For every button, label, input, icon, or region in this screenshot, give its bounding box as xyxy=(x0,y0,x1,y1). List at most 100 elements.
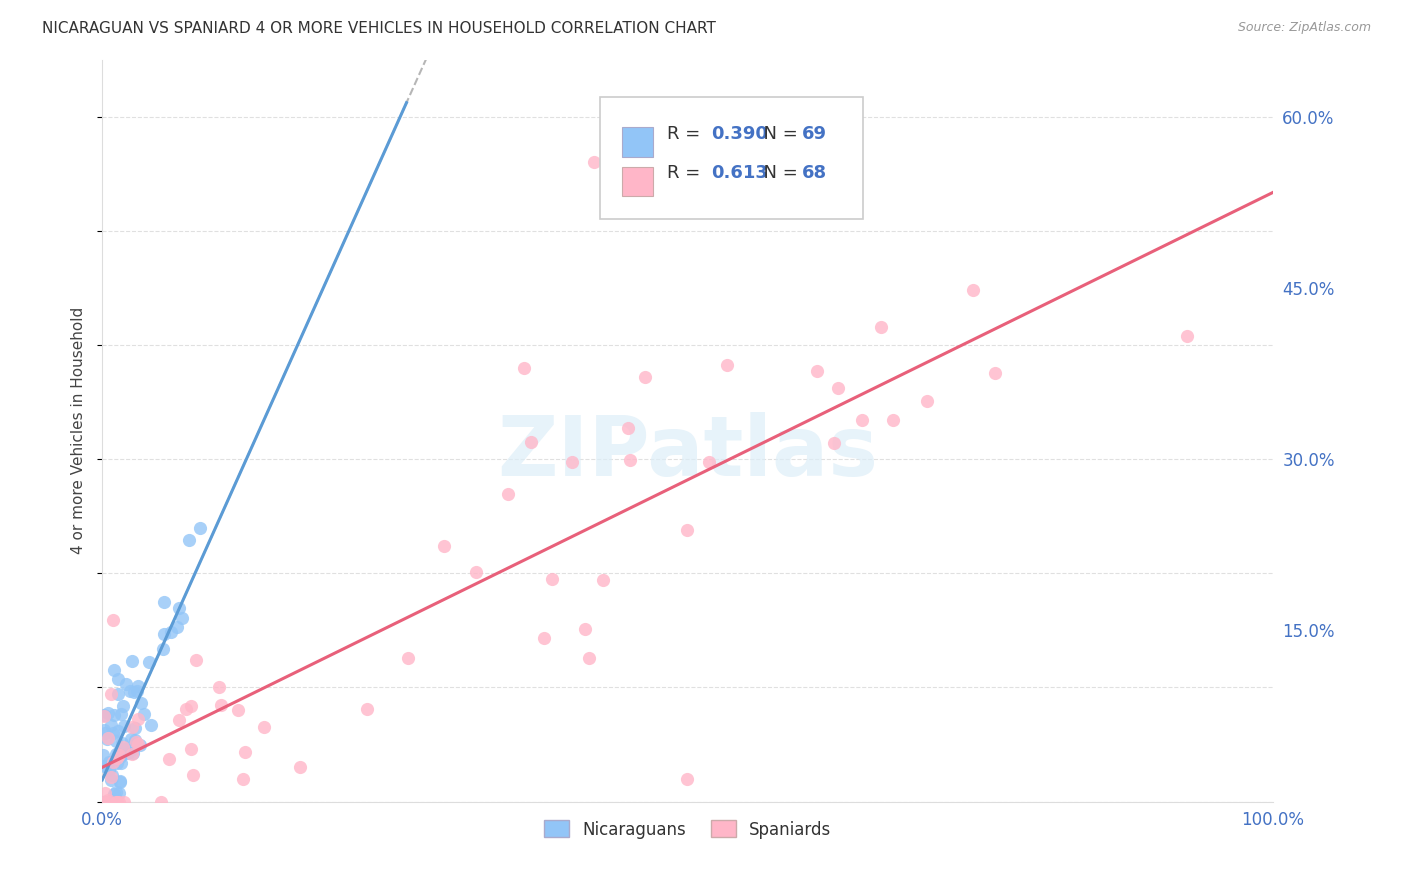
Point xyxy=(117,746,139,760)
Point xyxy=(93,758,115,772)
Point xyxy=(153,626,176,640)
Y-axis label: 4 or more Vehicles in Household: 4 or more Vehicles in Household xyxy=(72,307,86,554)
Point xyxy=(1175,328,1198,343)
Point xyxy=(98,795,121,809)
Point xyxy=(103,613,125,627)
Point xyxy=(617,420,640,434)
Point xyxy=(107,672,129,686)
Text: 68: 68 xyxy=(801,164,827,182)
Point xyxy=(983,366,1005,380)
Point xyxy=(94,758,117,772)
Text: R =: R = xyxy=(668,164,706,182)
Text: N =: N = xyxy=(752,164,803,182)
Point xyxy=(98,795,121,809)
Point xyxy=(103,725,125,739)
Point xyxy=(93,708,115,723)
Point xyxy=(127,737,149,751)
Point xyxy=(105,747,128,761)
Point xyxy=(208,680,231,694)
Point xyxy=(851,413,873,427)
Point xyxy=(107,723,129,738)
Point xyxy=(915,393,938,408)
Point xyxy=(100,687,122,701)
Point xyxy=(97,764,120,778)
Point xyxy=(110,748,132,763)
Point xyxy=(96,732,118,747)
Point xyxy=(103,663,125,677)
Point xyxy=(139,717,162,731)
Point xyxy=(634,369,657,384)
Point xyxy=(122,746,145,760)
Point xyxy=(180,742,202,756)
Point xyxy=(181,768,204,782)
Point xyxy=(127,713,149,727)
Point xyxy=(290,759,312,773)
Point xyxy=(186,653,208,667)
Point xyxy=(101,755,124,769)
Point xyxy=(578,650,600,665)
FancyBboxPatch shape xyxy=(621,128,654,157)
Point xyxy=(103,708,125,723)
Text: NICARAGUAN VS SPANIARD 4 OR MORE VEHICLES IN HOUSEHOLD CORRELATION CHART: NICARAGUAN VS SPANIARD 4 OR MORE VEHICLE… xyxy=(42,21,716,36)
Point xyxy=(108,747,131,762)
Point xyxy=(180,698,202,713)
Point xyxy=(697,455,720,469)
Point xyxy=(127,680,149,694)
Point xyxy=(125,684,148,698)
Point xyxy=(174,702,197,716)
Point xyxy=(582,155,605,169)
Point xyxy=(253,720,276,734)
Point xyxy=(157,752,180,766)
Point xyxy=(129,739,152,753)
Point xyxy=(108,775,131,789)
Point xyxy=(101,795,124,809)
Point xyxy=(592,573,614,587)
Point xyxy=(93,707,115,722)
Text: 0.390: 0.390 xyxy=(711,125,768,143)
Point xyxy=(823,435,845,450)
Point xyxy=(177,533,200,547)
Point xyxy=(806,364,828,378)
Point xyxy=(574,622,596,636)
Point xyxy=(103,791,125,805)
FancyBboxPatch shape xyxy=(621,167,654,196)
Text: 69: 69 xyxy=(801,125,827,143)
Point xyxy=(160,625,183,640)
Point xyxy=(827,381,849,395)
Point xyxy=(433,539,456,553)
Point xyxy=(105,750,128,764)
Point xyxy=(108,750,131,764)
Point xyxy=(105,750,128,764)
Point xyxy=(108,787,131,801)
Point xyxy=(167,714,190,728)
Point xyxy=(169,600,191,615)
Point xyxy=(190,521,212,535)
Point xyxy=(561,455,583,469)
Point xyxy=(93,723,115,738)
Text: Source: ZipAtlas.com: Source: ZipAtlas.com xyxy=(1237,21,1371,34)
Point xyxy=(105,734,128,748)
Text: R =: R = xyxy=(668,125,706,143)
Point xyxy=(97,706,120,720)
Point xyxy=(112,795,135,809)
Point xyxy=(619,453,641,467)
Point xyxy=(121,747,143,762)
Point xyxy=(97,793,120,807)
Point xyxy=(540,573,562,587)
Point xyxy=(104,795,127,809)
Point xyxy=(519,434,541,449)
Point xyxy=(100,718,122,732)
Point xyxy=(962,283,984,297)
Point xyxy=(93,725,115,739)
Text: N =: N = xyxy=(752,125,803,143)
Point xyxy=(172,611,194,625)
Point xyxy=(108,795,131,809)
Point xyxy=(110,756,132,771)
Point xyxy=(114,742,136,756)
Point xyxy=(870,319,893,334)
Point xyxy=(533,631,555,645)
Point xyxy=(100,770,122,784)
Point xyxy=(111,736,134,750)
Point xyxy=(209,698,232,713)
Point xyxy=(226,703,249,717)
